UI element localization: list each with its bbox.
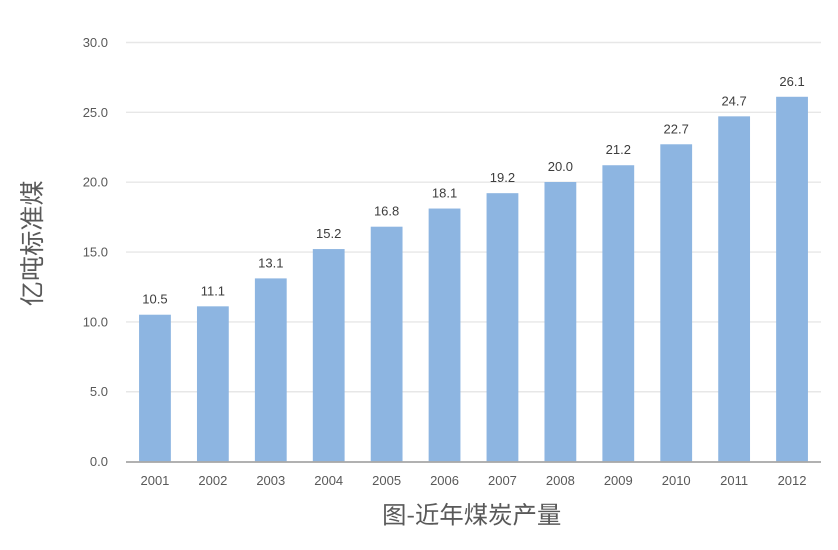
svg-text:11.1: 11.1 (201, 283, 225, 298)
svg-text:15.0: 15.0 (83, 244, 108, 259)
svg-text:5.0: 5.0 (90, 384, 108, 399)
svg-text:0.0: 0.0 (90, 454, 108, 469)
svg-text:2008: 2008 (546, 473, 575, 488)
svg-text:10.5: 10.5 (142, 292, 167, 307)
svg-text:20.0: 20.0 (548, 159, 573, 174)
svg-text:16.8: 16.8 (374, 204, 399, 219)
svg-text:22.7: 22.7 (664, 121, 689, 136)
svg-text:30.0: 30.0 (83, 35, 108, 50)
svg-text:24.7: 24.7 (721, 93, 746, 108)
svg-text:15.2: 15.2 (316, 226, 341, 241)
svg-text:20.0: 20.0 (83, 175, 108, 190)
svg-text:2007: 2007 (488, 473, 517, 488)
svg-text:2006: 2006 (430, 473, 459, 488)
svg-text:26.1: 26.1 (779, 74, 804, 89)
svg-text:10.0: 10.0 (83, 314, 108, 329)
svg-text:2009: 2009 (604, 473, 633, 488)
svg-text:2005: 2005 (372, 473, 401, 488)
svg-text:25.0: 25.0 (83, 105, 108, 120)
svg-text:18.1: 18.1 (432, 186, 457, 201)
svg-text:2001: 2001 (140, 473, 169, 488)
svg-text:13.1: 13.1 (258, 255, 283, 270)
svg-text:19.2: 19.2 (490, 170, 515, 185)
svg-text:21.2: 21.2 (606, 142, 631, 157)
svg-text:2002: 2002 (198, 473, 227, 488)
svg-text:2004: 2004 (314, 473, 343, 488)
svg-text:2012: 2012 (778, 473, 807, 488)
svg-text:2003: 2003 (256, 473, 285, 488)
svg-text:2010: 2010 (662, 473, 691, 488)
svg-text:2011: 2011 (720, 473, 748, 488)
